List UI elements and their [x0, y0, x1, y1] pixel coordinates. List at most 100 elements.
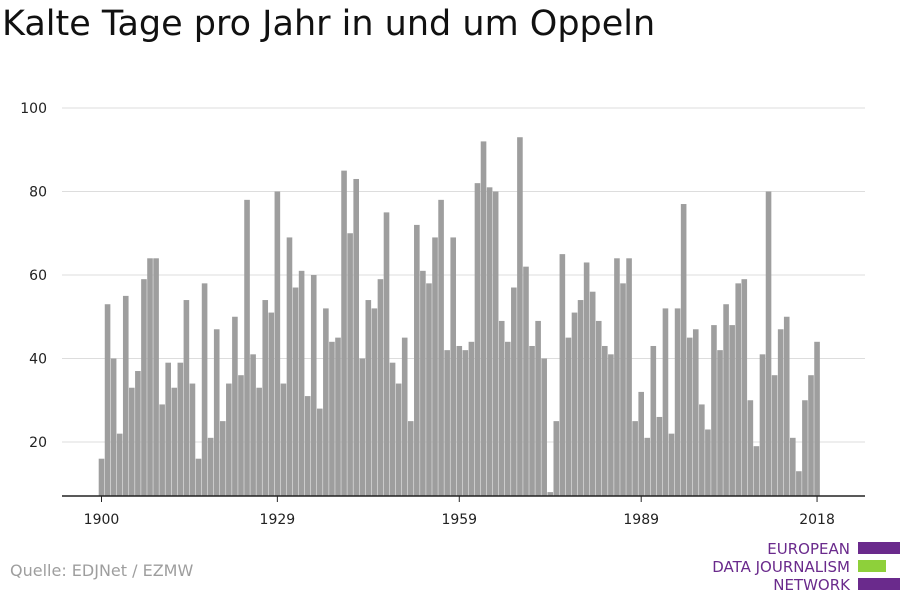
bar	[632, 421, 638, 497]
y-tick-label: 40	[29, 352, 47, 368]
bar	[353, 178, 359, 497]
bar	[765, 191, 772, 496]
bar	[547, 492, 554, 496]
bar	[129, 387, 135, 496]
bar	[783, 316, 790, 496]
bar	[620, 283, 626, 496]
bar	[213, 329, 220, 496]
bar	[232, 316, 238, 496]
axis-ticks: 1900 1929 1959 1989 2018	[84, 496, 835, 528]
bar	[147, 258, 153, 496]
bar	[310, 275, 317, 496]
bar	[274, 191, 281, 496]
bar	[559, 254, 566, 497]
bar	[226, 383, 232, 496]
bar	[650, 345, 657, 496]
bar	[395, 383, 402, 496]
bar	[456, 345, 463, 496]
bar	[298, 270, 305, 496]
x-tick-label: 1989	[623, 512, 659, 528]
bar	[450, 237, 457, 496]
x-tick-label: 1929	[260, 512, 296, 528]
bar	[389, 362, 396, 496]
bar	[159, 404, 165, 496]
logo-line-3: NETWORK	[773, 576, 850, 594]
bar	[705, 429, 711, 496]
bar	[171, 387, 178, 496]
bar	[735, 283, 742, 496]
bar	[699, 404, 705, 496]
logo-bar-green	[858, 560, 886, 572]
bar	[753, 446, 760, 496]
bar	[116, 433, 123, 496]
bar	[462, 350, 469, 496]
bar	[238, 375, 244, 496]
source-note: Quelle: EDJNet / EZMW	[10, 561, 194, 580]
bar	[541, 358, 547, 496]
y-tick-label: 20	[29, 435, 47, 451]
bar	[250, 354, 256, 496]
x-tick-label: 1900	[84, 512, 120, 528]
bar	[717, 350, 723, 496]
bar	[790, 437, 796, 496]
bar	[668, 433, 675, 496]
bar	[583, 262, 590, 496]
bar	[401, 337, 408, 497]
bar	[692, 329, 699, 496]
bar	[796, 471, 802, 496]
bar	[504, 341, 511, 496]
bar	[189, 383, 196, 496]
bar	[595, 320, 602, 496]
bar	[529, 345, 535, 496]
bar	[638, 391, 644, 496]
bar	[177, 362, 184, 496]
chart-title: Kalte Tage pro Jahr in und um Oppeln	[2, 4, 656, 44]
bar	[304, 396, 311, 496]
bar	[420, 270, 426, 496]
bar	[407, 421, 414, 497]
bar	[644, 437, 651, 496]
bar	[256, 387, 262, 496]
x-tick-label: 1959	[441, 512, 477, 528]
bar	[723, 304, 729, 496]
bar	[656, 416, 663, 496]
bar	[486, 187, 493, 496]
bar	[468, 341, 475, 496]
bar	[777, 329, 784, 496]
bar	[292, 287, 299, 496]
bar	[771, 375, 778, 496]
bar	[426, 283, 432, 496]
bar	[317, 408, 323, 496]
bar	[244, 199, 250, 496]
bar	[201, 283, 208, 496]
bar	[383, 212, 390, 497]
bar	[286, 237, 293, 496]
bar	[565, 337, 572, 497]
bar	[674, 308, 681, 496]
bar	[474, 183, 481, 496]
bar	[98, 458, 105, 496]
bar	[377, 279, 384, 496]
bar	[365, 300, 372, 496]
bar	[432, 237, 438, 496]
bar	[759, 354, 766, 496]
bar	[110, 358, 117, 496]
bar	[359, 358, 366, 496]
bar	[262, 300, 269, 496]
bar	[511, 287, 517, 496]
bar	[135, 371, 141, 496]
bar	[662, 308, 669, 496]
bar	[153, 258, 159, 496]
bar	[729, 325, 735, 496]
bar	[195, 458, 202, 496]
logo-bar-purple-top	[858, 542, 900, 554]
bar	[183, 300, 190, 496]
bar	[329, 341, 335, 496]
bar	[602, 345, 608, 496]
bar	[741, 279, 748, 496]
bar	[414, 224, 420, 496]
bar	[814, 341, 820, 496]
bar	[141, 279, 147, 496]
bar	[207, 437, 214, 496]
